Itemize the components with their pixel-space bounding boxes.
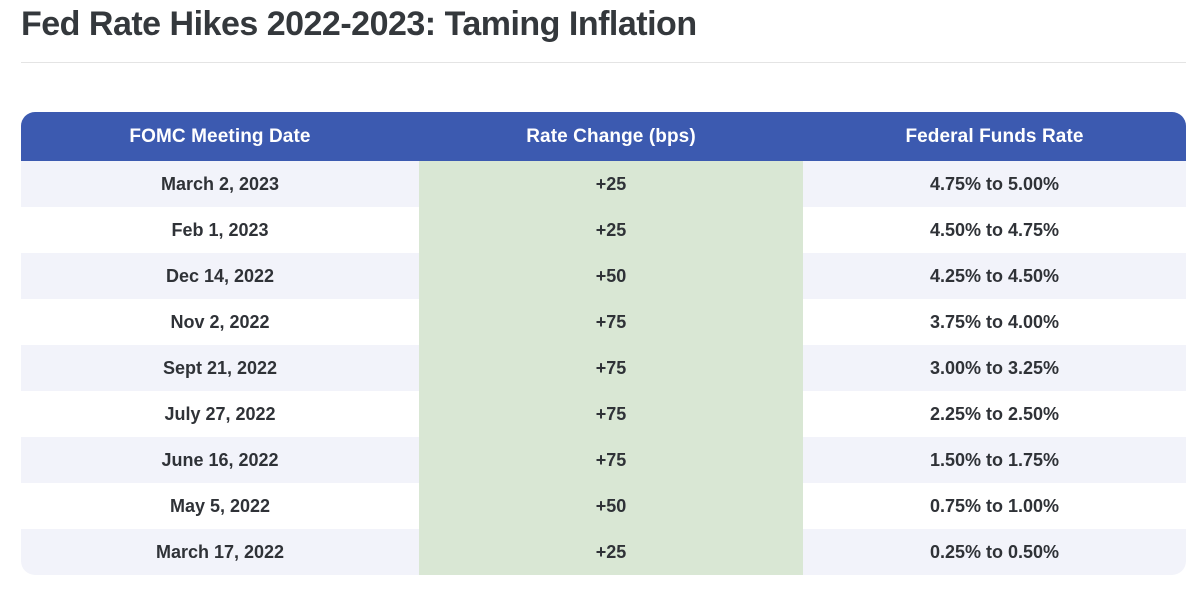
cell-meeting-date: Dec 14, 2022 xyxy=(21,253,419,299)
cell-meeting-date: March 2, 2023 xyxy=(21,161,419,207)
fed-rate-table: FOMC Meeting Date Rate Change (bps) Fede… xyxy=(21,112,1186,575)
cell-meeting-date: March 17, 2022 xyxy=(21,529,419,575)
table-row: March 2, 2023 +25 4.75% to 5.00% xyxy=(21,161,1186,207)
table-row: March 17, 2022 +25 0.25% to 0.50% xyxy=(21,529,1186,575)
cell-funds-rate: 4.25% to 4.50% xyxy=(803,253,1186,299)
table-header-row: FOMC Meeting Date Rate Change (bps) Fede… xyxy=(21,112,1186,161)
table-row: Dec 14, 2022 +50 4.25% to 4.50% xyxy=(21,253,1186,299)
table-row: June 16, 2022 +75 1.50% to 1.75% xyxy=(21,437,1186,483)
title-divider xyxy=(21,62,1186,63)
table-row: July 27, 2022 +75 2.25% to 2.50% xyxy=(21,391,1186,437)
cell-rate-change-bps: +75 xyxy=(419,437,803,483)
table-row: Sept 21, 2022 +75 3.00% to 3.25% xyxy=(21,345,1186,391)
table-row: Nov 2, 2022 +75 3.75% to 4.00% xyxy=(21,299,1186,345)
cell-funds-rate: 4.75% to 5.00% xyxy=(803,161,1186,207)
cell-funds-rate: 1.50% to 1.75% xyxy=(803,437,1186,483)
table-row: May 5, 2022 +50 0.75% to 1.00% xyxy=(21,483,1186,529)
table-row: Feb 1, 2023 +25 4.50% to 4.75% xyxy=(21,207,1186,253)
cell-rate-change-bps: +75 xyxy=(419,299,803,345)
cell-funds-rate: 0.75% to 1.00% xyxy=(803,483,1186,529)
cell-rate-change-bps: +75 xyxy=(419,391,803,437)
cell-meeting-date: June 16, 2022 xyxy=(21,437,419,483)
cell-meeting-date: May 5, 2022 xyxy=(21,483,419,529)
cell-meeting-date: Sept 21, 2022 xyxy=(21,345,419,391)
cell-meeting-date: Feb 1, 2023 xyxy=(21,207,419,253)
page-title: Fed Rate Hikes 2022-2023: Taming Inflati… xyxy=(21,5,697,43)
column-header-federal-funds-rate: Federal Funds Rate xyxy=(803,112,1186,161)
column-header-fomc-meeting-date: FOMC Meeting Date xyxy=(21,112,419,161)
cell-rate-change-bps: +50 xyxy=(419,253,803,299)
cell-rate-change-bps: +50 xyxy=(419,483,803,529)
cell-funds-rate: 3.75% to 4.00% xyxy=(803,299,1186,345)
cell-rate-change-bps: +25 xyxy=(419,161,803,207)
table-body: March 2, 2023 +25 4.75% to 5.00% Feb 1, 202… xyxy=(21,161,1186,575)
cell-rate-change-bps: +25 xyxy=(419,207,803,253)
cell-meeting-date: July 27, 2022 xyxy=(21,391,419,437)
cell-meeting-date: Nov 2, 2022 xyxy=(21,299,419,345)
cell-funds-rate: 2.25% to 2.50% xyxy=(803,391,1186,437)
cell-rate-change-bps: +25 xyxy=(419,529,803,575)
column-header-rate-change-bps: Rate Change (bps) xyxy=(419,112,803,161)
cell-funds-rate: 3.00% to 3.25% xyxy=(803,345,1186,391)
cell-funds-rate: 4.50% to 4.75% xyxy=(803,207,1186,253)
cell-funds-rate: 0.25% to 0.50% xyxy=(803,529,1186,575)
cell-rate-change-bps: +75 xyxy=(419,345,803,391)
